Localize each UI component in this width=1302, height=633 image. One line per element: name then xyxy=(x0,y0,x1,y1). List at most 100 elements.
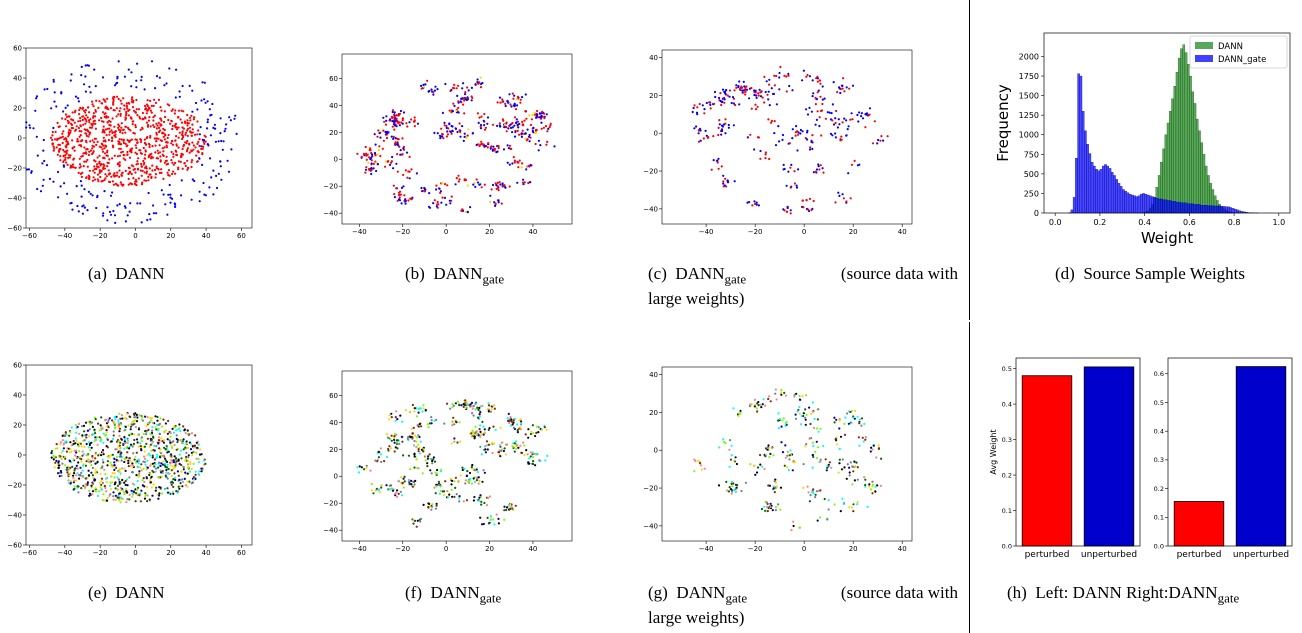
scatter-point xyxy=(90,463,93,467)
scatter-point xyxy=(75,479,78,482)
scatter-point xyxy=(120,151,123,154)
scatter-point xyxy=(187,127,190,130)
hist-bar xyxy=(1148,195,1152,214)
scatter-point xyxy=(131,120,134,123)
scatter-point xyxy=(461,125,464,128)
scatter-point xyxy=(483,431,486,434)
scatter-point xyxy=(470,405,473,408)
scatter-point xyxy=(112,183,115,186)
scatter-point xyxy=(478,479,481,482)
scatter-point xyxy=(94,436,97,439)
scatter-point xyxy=(85,160,88,163)
scatter-point xyxy=(769,400,772,403)
scatter-point xyxy=(529,163,532,167)
scatter-point xyxy=(880,457,883,460)
scatter-point xyxy=(733,180,736,183)
scatter-point xyxy=(384,123,388,126)
scatter-point xyxy=(531,113,534,116)
scatter-point xyxy=(113,109,116,112)
hist-bar xyxy=(1164,199,1168,214)
scatter-point xyxy=(131,421,134,424)
scatter-point xyxy=(88,492,92,495)
scatter-point xyxy=(104,419,107,422)
scatter-point xyxy=(184,164,187,167)
scatter-point xyxy=(791,89,794,92)
scatter-point xyxy=(370,482,373,486)
scatter-point xyxy=(123,481,126,484)
scatter-point xyxy=(516,428,519,432)
scatter-point xyxy=(459,135,462,138)
scatter-point xyxy=(52,149,55,152)
scatter-point xyxy=(117,445,120,448)
scatter-point xyxy=(148,445,151,448)
scatter-point xyxy=(755,94,758,97)
panel-h: perturbed unperturbed 0.0 0.1 0.2 0.3 0.4 0.5 Av… xyxy=(985,350,1302,565)
scatter-point xyxy=(422,448,425,451)
hist-bar xyxy=(1231,208,1235,214)
scatter-point xyxy=(701,104,704,107)
scatter-point xyxy=(360,466,363,469)
scatter-point xyxy=(728,439,732,442)
scatter-point xyxy=(65,450,68,453)
scatter-point xyxy=(480,186,483,189)
scatter-point xyxy=(849,410,852,414)
scatter-point xyxy=(475,143,478,147)
scatter-point xyxy=(395,187,398,190)
scatter-point xyxy=(410,168,413,171)
scatter-point xyxy=(732,97,735,100)
scatter-point xyxy=(742,80,745,83)
scatter-point xyxy=(400,202,403,205)
scatter-point xyxy=(105,481,109,484)
y-tick-label: 60 xyxy=(13,45,22,53)
scatter-point xyxy=(149,136,152,139)
scatter-point xyxy=(470,482,474,485)
scatter-point xyxy=(52,78,55,81)
scatter-point xyxy=(107,169,110,172)
scatter-point xyxy=(768,484,771,487)
scatter-point xyxy=(753,93,756,97)
scatter-point xyxy=(728,486,731,489)
scatter-point xyxy=(106,165,109,168)
scatter-point xyxy=(428,89,431,93)
x-tick-label: 40 xyxy=(528,545,537,553)
scatter-point xyxy=(130,71,133,74)
scatter-point xyxy=(156,415,159,419)
scatter-point xyxy=(91,194,94,197)
scatter-point xyxy=(128,434,131,437)
scatter-point xyxy=(721,125,724,128)
scatter-point xyxy=(427,205,431,208)
scatter-point xyxy=(476,78,479,81)
scatter-point xyxy=(173,472,176,475)
scatter-point xyxy=(98,436,101,439)
scatter-point xyxy=(173,172,177,175)
scatter-point xyxy=(156,419,159,422)
scatter-point xyxy=(836,443,839,446)
scatter-point xyxy=(408,170,411,173)
scatter-point xyxy=(185,455,188,458)
scatter-point xyxy=(415,458,418,461)
scatter-point xyxy=(39,190,43,193)
scatter-point xyxy=(801,395,804,398)
scatter-point xyxy=(699,139,702,142)
scatter-point xyxy=(64,156,67,159)
scatter-point xyxy=(51,134,54,137)
scatter-point xyxy=(135,474,138,477)
scatter-point xyxy=(512,442,515,445)
scatter-point xyxy=(375,487,378,490)
scatter-point xyxy=(818,79,822,82)
scatter-point xyxy=(837,471,840,474)
scatter-point xyxy=(147,428,150,431)
scatter-point xyxy=(101,131,104,134)
hist-bar xyxy=(1236,209,1239,214)
scatter-point xyxy=(59,441,62,444)
scatter-point xyxy=(435,502,438,505)
scatter-point xyxy=(513,450,516,453)
scatter-point xyxy=(166,477,169,480)
scatter-point xyxy=(138,470,141,473)
scatter-point xyxy=(96,494,100,497)
scatter-point xyxy=(106,151,109,154)
scatter-point xyxy=(164,422,167,425)
scatter-point xyxy=(805,75,808,78)
scatter-point xyxy=(547,127,550,130)
scatter-point xyxy=(28,124,31,127)
